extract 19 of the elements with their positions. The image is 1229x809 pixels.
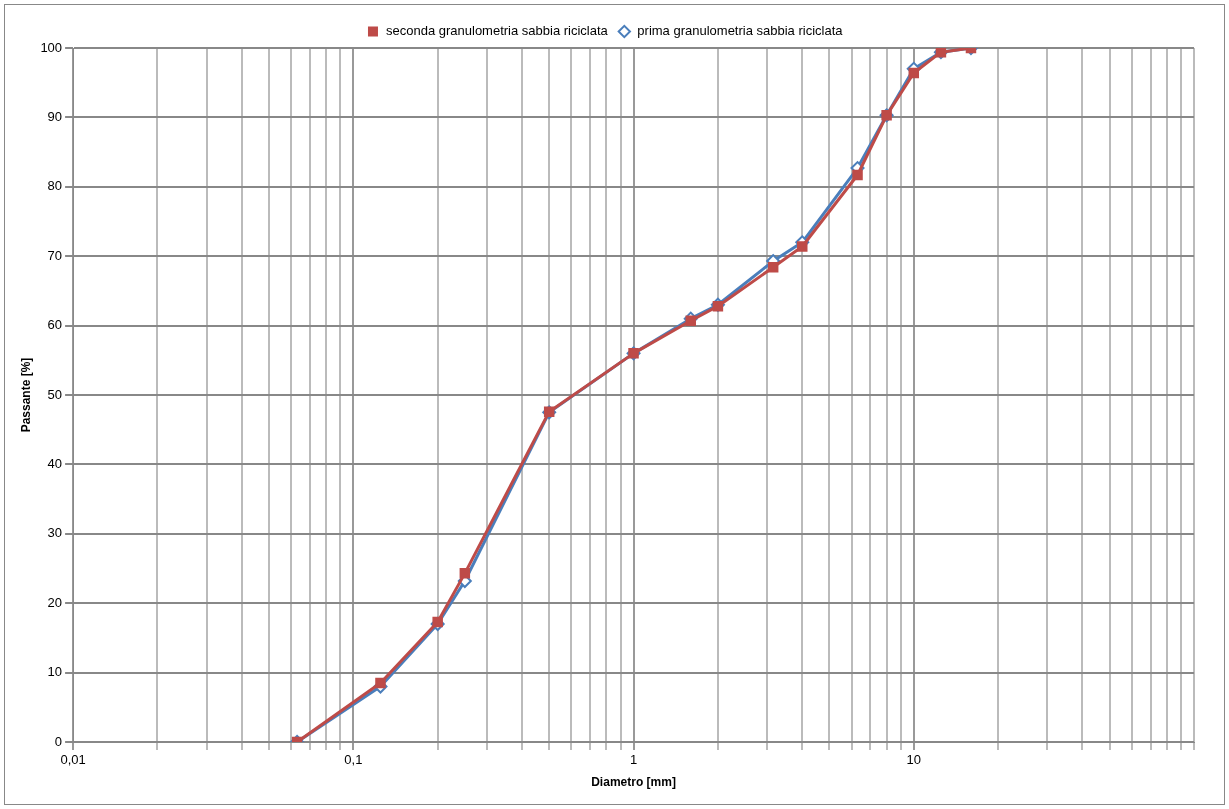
x-tick-label: 0,1 — [344, 752, 363, 768]
y-tick-label: 10 — [47, 664, 63, 680]
y-tick-label: 90 — [47, 108, 63, 124]
legend-label: prima granulometria sabbia riciclata — [637, 23, 844, 39]
x-axis-title: Diametro [mm] — [591, 775, 676, 790]
y-tick-label: 0 — [54, 733, 63, 749]
y-tick-label: 70 — [47, 247, 63, 263]
x-tick-label: 1 — [629, 752, 638, 768]
x-tick-label: 0,01 — [60, 752, 86, 768]
y-tick-label: 100 — [40, 39, 63, 55]
y-tick-label: 50 — [47, 386, 63, 402]
y-tick-label: 20 — [47, 594, 63, 610]
y-tick-label: 40 — [47, 455, 63, 471]
x-tick-label: 10 — [906, 752, 922, 768]
y-tick-label: 80 — [47, 178, 63, 194]
legend-label: seconda granulometria sabbia riciclata — [385, 23, 609, 39]
y-tick-label: 60 — [47, 317, 63, 333]
y-axis-title: Passante [%] — [18, 357, 33, 433]
y-tick-label: 30 — [47, 525, 63, 541]
